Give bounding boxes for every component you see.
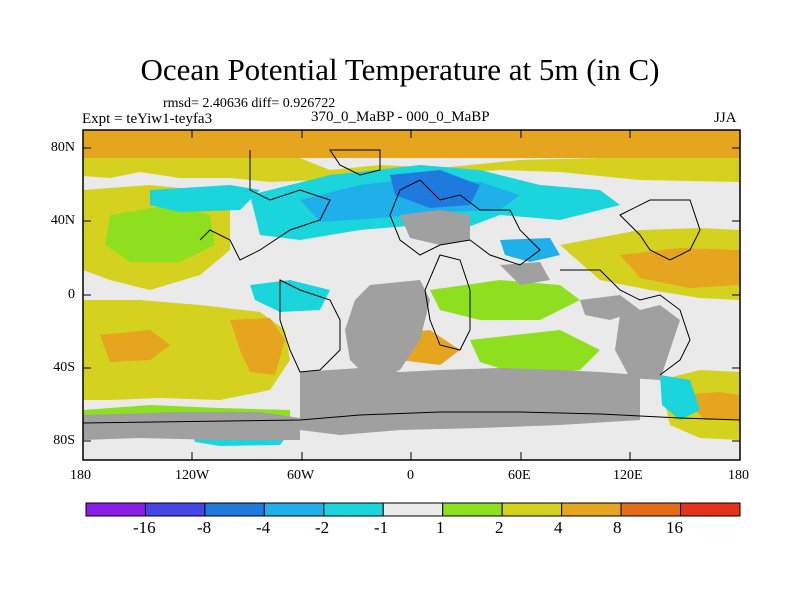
s-atlantic-green	[470, 330, 600, 375]
colorbar-box-6	[442, 502, 503, 517]
cb-label-6: 2	[495, 518, 504, 537]
lat-label-0: 0	[68, 287, 75, 302]
equatorial-cyan	[250, 280, 330, 312]
colorbar-box-8	[561, 502, 622, 517]
colorbar-box-0	[85, 502, 146, 517]
lat-label-40n: 40N	[50, 213, 75, 228]
colorbar-box-9	[620, 502, 682, 517]
lon-label-0: 0	[407, 468, 414, 483]
cb-label-9: 16	[666, 518, 683, 537]
s-pacific-orange	[100, 330, 170, 362]
colorbar	[85, 502, 741, 517]
coastlines	[83, 149, 740, 424]
colorbar-box-1	[144, 502, 206, 517]
cb-label-5: 1	[436, 518, 445, 537]
lon-label-180w: 180	[70, 468, 91, 483]
cb-label-2: -4	[256, 518, 271, 537]
colorbar-box-2	[204, 502, 265, 517]
stats-label: rmsd= 2.40636 diff= 0.926722	[163, 96, 336, 111]
comparison-label: 370_0_MaBP - 000_0_MaBP	[311, 109, 490, 125]
lon-label-180e: 180	[728, 468, 749, 483]
east-cyan	[660, 375, 700, 420]
north-blue-core	[390, 170, 480, 208]
cb-label-3: -2	[315, 518, 330, 537]
colorbar-box-4	[323, 502, 384, 517]
lon-label-120e: 120E	[613, 468, 643, 483]
colorbar-box-7	[501, 502, 563, 517]
n-pacific-green	[105, 205, 215, 262]
colorbar-box-10	[680, 502, 741, 517]
lon-label-120w: 120W	[175, 468, 210, 483]
mid-lightblue	[500, 238, 560, 262]
colorbar-box-5	[382, 502, 444, 517]
atlantic-green	[430, 280, 580, 320]
cb-label-8: 8	[613, 518, 622, 537]
n-pacific-cyan	[150, 185, 260, 212]
season-label: JJA	[714, 110, 737, 126]
lon-label-60e: 60E	[508, 468, 531, 483]
experiment-label: Expt = teYiw1-teyfa3	[82, 111, 213, 127]
cb-label-7: 4	[554, 518, 563, 537]
cb-label-4: -1	[374, 518, 389, 537]
colorbar-box-3	[263, 502, 325, 517]
chart-title: Ocean Potential Temperature at 5m (in C)	[140, 52, 660, 87]
s-pacific-orange-2	[230, 318, 285, 375]
lat-label-40s: 40S	[53, 360, 75, 375]
n-west-pacific-orange	[620, 248, 740, 288]
lat-ticks	[83, 147, 740, 442]
lat-label-80n: 80N	[50, 140, 75, 155]
lon-ticks	[82, 130, 741, 460]
lat-label-80s: 80S	[53, 433, 75, 448]
cb-label-0: -16	[133, 518, 156, 537]
lon-label-60w: 60W	[287, 468, 315, 483]
land-masses	[83, 210, 680, 440]
map-fill	[83, 130, 740, 460]
cb-label-1: -8	[197, 518, 212, 537]
